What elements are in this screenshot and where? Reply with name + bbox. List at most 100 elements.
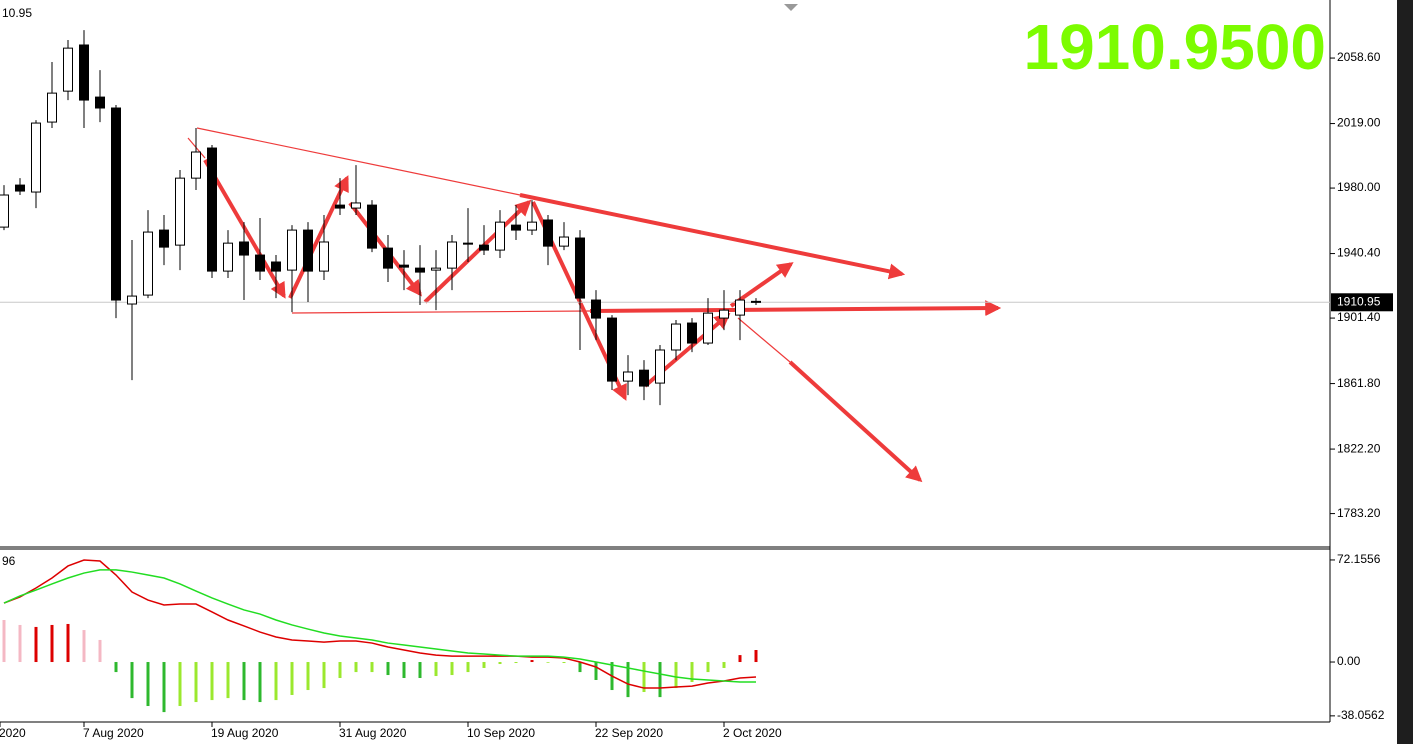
- y-tick-label: 1940.40: [1337, 246, 1381, 260]
- histogram-bar: [146, 662, 150, 707]
- candle-body: [671, 323, 681, 351]
- histogram-bar: [130, 662, 134, 699]
- histogram-bar: [402, 662, 406, 679]
- histogram-bar: [594, 662, 598, 680]
- candle-body: [335, 204, 345, 209]
- histogram-bar: [2, 620, 6, 663]
- candle-body: [287, 229, 297, 271]
- candle-body: [111, 107, 121, 301]
- candle-body: [191, 151, 201, 179]
- histogram-bar: [754, 649, 758, 663]
- candle-body: [463, 242, 473, 245]
- histogram-bar: [322, 662, 326, 689]
- signal-line: [3, 559, 757, 689]
- y-tick-label: 1783.20: [1337, 506, 1381, 520]
- candle-body: [175, 177, 185, 246]
- histogram-bar: [194, 662, 198, 703]
- histogram-bar: [306, 662, 310, 691]
- price-banner: 1910.9500: [1023, 11, 1326, 83]
- trend-arrow: [788, 360, 923, 483]
- y-tick-label: 2058.60: [1337, 50, 1381, 64]
- histogram-bar: [162, 662, 166, 713]
- candle-body: [143, 231, 153, 296]
- candle-body: [223, 242, 233, 272]
- histogram-bar: [258, 662, 262, 703]
- histogram-bar: [498, 662, 502, 665]
- y-tick-label: 0.00: [1337, 654, 1361, 668]
- histogram-bar: [738, 655, 742, 663]
- histogram-bar: [722, 662, 726, 668]
- candle-body: [431, 267, 441, 271]
- histogram-bar: [370, 662, 374, 673]
- histogram-bar: [34, 626, 38, 663]
- corner-label: 10.95: [2, 6, 32, 20]
- x-tick-label: 2020: [0, 726, 26, 740]
- x-tick-label: 10 Sep 2020: [467, 726, 535, 740]
- y-tick-label: -38.0562: [1337, 708, 1385, 722]
- candle-body: [591, 299, 601, 319]
- histogram-bar: [514, 662, 518, 664]
- candle-body: [687, 322, 697, 344]
- histogram-bar: [450, 662, 454, 676]
- candle-body: [255, 254, 265, 272]
- candle-body: [207, 147, 217, 272]
- histogram-bar: [178, 662, 182, 707]
- histogram-bar: [242, 662, 246, 701]
- x-tick-label: 2 Oct 2020: [723, 726, 782, 740]
- histogram-bar: [114, 662, 118, 673]
- y-tick-label: 1822.20: [1337, 441, 1381, 455]
- current-price-box: [1331, 293, 1393, 312]
- histogram-bar: [578, 662, 582, 673]
- trend-arrow: [519, 193, 906, 280]
- candle-body: [415, 267, 425, 273]
- histogram-bar: [354, 662, 358, 673]
- candle-body: [543, 219, 553, 247]
- candle-body: [351, 202, 361, 209]
- zigzag-arrow: [288, 175, 349, 299]
- candle-body: [639, 369, 649, 387]
- histogram-bar: [98, 639, 102, 663]
- candle-body: [31, 122, 41, 193]
- histogram-bar: [50, 624, 54, 663]
- y-tick-label: 1861.80: [1337, 376, 1381, 390]
- trend-line: [291, 310, 591, 314]
- candle-body: [383, 247, 393, 269]
- histogram-bar: [66, 623, 70, 663]
- histogram-bar: [338, 662, 342, 679]
- histogram-bar: [210, 662, 214, 701]
- candle-body: [79, 44, 89, 101]
- histogram-bar: [706, 662, 710, 673]
- x-tick-label: 31 Aug 2020: [339, 726, 407, 740]
- candle-body: [511, 224, 521, 231]
- x-tick-label: 7 Aug 2020: [83, 726, 144, 740]
- y-tick-label: 1901.40: [1337, 310, 1381, 324]
- corner-label: 96: [2, 554, 16, 568]
- zigzag-arrow: [423, 199, 532, 304]
- candle-body: [703, 312, 713, 344]
- histogram-bar: [274, 662, 278, 701]
- histogram-bar: [482, 662, 486, 668]
- histogram-bar: [562, 662, 566, 664]
- histogram-bar: [82, 630, 86, 663]
- histogram-bar: [418, 662, 422, 679]
- histogram-bar: [466, 662, 470, 673]
- candle-body: [719, 309, 729, 319]
- y-tick-label: 72.1556: [1337, 552, 1381, 566]
- candle-body: [607, 317, 617, 382]
- candle-body: [751, 300, 761, 303]
- candle-body: [575, 237, 585, 299]
- candle-body: [239, 241, 249, 256]
- histogram-bar: [642, 662, 646, 693]
- histogram-bar: [434, 662, 438, 677]
- candle-body: [735, 299, 745, 316]
- candle-body: [319, 241, 329, 272]
- zigzag-arrow: [729, 262, 794, 308]
- candle-body: [527, 221, 537, 231]
- x-tick-label: 19 Aug 2020: [211, 726, 279, 740]
- x-tick-label: 22 Sep 2020: [595, 726, 663, 740]
- trend-line: [737, 317, 791, 363]
- candle-body: [0, 194, 9, 228]
- histogram-bar: [530, 660, 534, 663]
- y-tick-label: 2019.00: [1337, 116, 1381, 130]
- histogram-bar: [626, 662, 630, 698]
